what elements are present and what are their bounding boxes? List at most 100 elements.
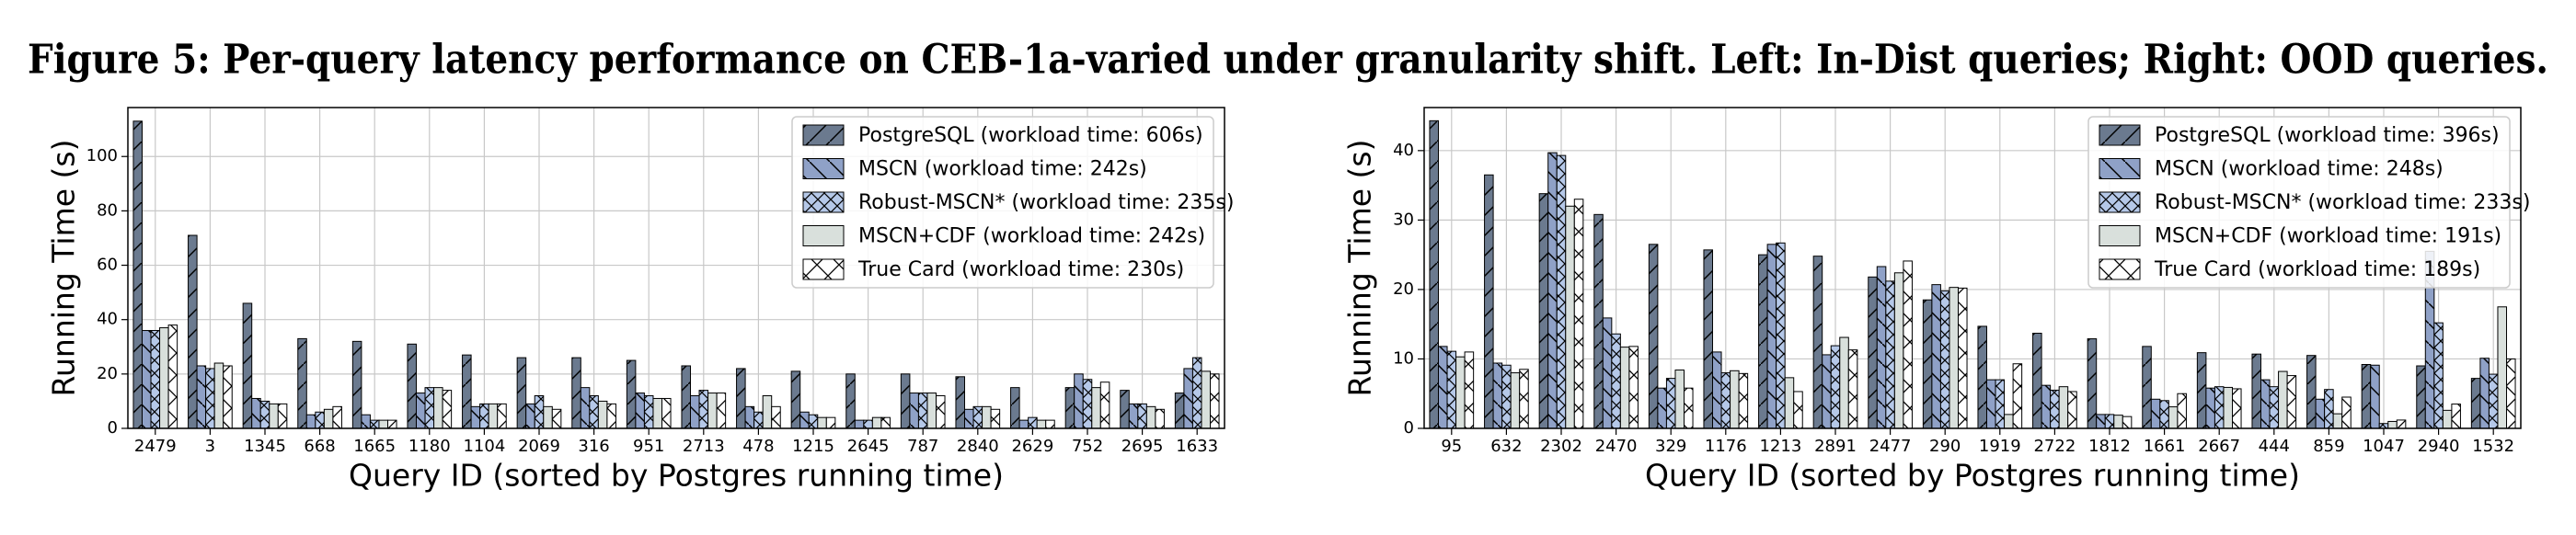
bar-hatch (2433, 323, 2444, 428)
x-tick-label: 290 (1929, 437, 1961, 456)
legend-label: Robust-MSCN* (workload time: 233s) (2155, 191, 2530, 214)
bar-hatch (1721, 372, 1731, 428)
bar (2113, 415, 2123, 429)
bar-hatch (2416, 366, 2426, 428)
bar-hatch (2471, 378, 2480, 428)
plot: 0 20 40 60 80 100 2479 3 1345 668 1665 1180 1104 2069… (46, 107, 1225, 494)
bar (2004, 414, 2014, 429)
bar-hatch (690, 395, 700, 428)
bar-hatch (168, 324, 178, 428)
y-axis-label: Running Time (s) (46, 140, 82, 397)
x-tick-label: 1919 (1979, 437, 2021, 456)
y-tick-label: 40 (1393, 141, 1414, 160)
bar-hatch (1083, 379, 1092, 428)
bar-hatch (1776, 243, 1786, 428)
bar-hatch (1977, 325, 1987, 428)
bar (488, 403, 499, 429)
x-tick-label: 3 (205, 437, 215, 456)
bar-hatch (306, 415, 316, 428)
bar-hatch (771, 406, 781, 428)
x-tick-label: 2477 (1869, 437, 1912, 456)
bar (433, 387, 443, 429)
bar (2442, 409, 2453, 429)
bar-hatch (1100, 381, 1110, 428)
bar-hatch (589, 395, 599, 428)
x-tick-label: 951 (633, 437, 664, 456)
bar-hatch (1684, 388, 1694, 428)
x-tick-label: 787 (907, 437, 938, 456)
legend-label: True Card (workload time: 230s) (857, 258, 1184, 281)
y-tick-label: 0 (108, 418, 118, 438)
x-tick-label: 859 (2313, 437, 2344, 456)
bar-hatch (1986, 380, 1996, 428)
bar (762, 395, 773, 429)
bar-hatch (826, 417, 835, 428)
bar-hatch (2087, 338, 2097, 428)
bar (1036, 419, 1047, 429)
legend: PostgreSQL (workload time: 396s) MSCN (wo… (2087, 116, 2530, 289)
bar-hatch (1574, 199, 1583, 428)
bar-hatch (745, 406, 754, 428)
x-tick-label: 1345 (244, 437, 286, 456)
x-tick-label: 444 (2259, 437, 2290, 456)
bar-hatch (151, 330, 160, 428)
bar-hatch (387, 420, 397, 428)
bar-hatch (644, 395, 653, 428)
bar-hatch (1931, 284, 1941, 428)
bar-hatch (606, 404, 616, 428)
bar-hatch (2489, 374, 2498, 428)
bar-hatch (2370, 365, 2380, 428)
x-tick-label: 316 (578, 437, 609, 456)
bar-hatch (552, 409, 561, 428)
legend-label: MSCN (workload time: 242s) (858, 158, 1147, 181)
x-tick-label: 1176 (1705, 437, 1747, 456)
bar-hatch (2316, 399, 2325, 428)
bar-hatch (2151, 399, 2160, 428)
bar (2223, 386, 2234, 429)
x-tick-label: 2840 (957, 437, 999, 456)
bar (1091, 387, 1101, 429)
bar-hatch (1429, 120, 1439, 428)
bar-hatch (909, 393, 919, 428)
x-tick-label: 2940 (2418, 437, 2460, 456)
bar-hatch (223, 365, 233, 428)
bar-hatch (1557, 155, 1566, 428)
x-tick-label: 2470 (1595, 437, 1638, 456)
y-tick-label: 80 (97, 200, 118, 220)
bar-hatch (2013, 363, 2022, 428)
bar-hatch (2214, 386, 2224, 428)
x-tick-label: 2695 (1121, 437, 1164, 456)
bar-hatch (2324, 389, 2334, 428)
bar-hatch (1831, 346, 1840, 428)
bar-hatch (1885, 280, 1895, 428)
bar-hatch (901, 373, 910, 428)
x-axis-label: Query ID (sorted by Postgres running tim… (349, 458, 1004, 494)
bar-hatch (1438, 346, 1448, 428)
bar-hatch (1593, 214, 1604, 428)
y-tick-label: 10 (1393, 348, 1414, 368)
bar-hatch (479, 404, 489, 428)
x-tick-label: 2069 (518, 437, 560, 456)
bar-hatch (1657, 388, 1667, 428)
bar-hatch (2506, 359, 2516, 428)
legend-label: PostgreSQL (workload time: 606s) (858, 124, 1203, 147)
bar (213, 362, 224, 429)
bar-hatch (1519, 369, 1529, 428)
bar-hatch (315, 412, 325, 428)
bar (1730, 370, 1740, 429)
bar (1201, 370, 1212, 429)
legend-swatch-hatch (803, 259, 844, 279)
bar (2332, 413, 2343, 429)
bar-hatch (1183, 368, 1193, 428)
bar-hatch (2050, 390, 2060, 428)
bar-hatch (2067, 391, 2077, 428)
bar-hatch (1758, 255, 1768, 428)
bar-hatch (205, 368, 215, 428)
bar-hatch (1813, 256, 1823, 428)
bar-hatch (2451, 404, 2461, 428)
bar-hatch (1045, 420, 1055, 428)
legend-swatch-hatch (2099, 125, 2140, 145)
x-tick-label: 1665 (353, 437, 396, 456)
bar-hatch (1155, 409, 1165, 428)
bar (2058, 386, 2069, 429)
